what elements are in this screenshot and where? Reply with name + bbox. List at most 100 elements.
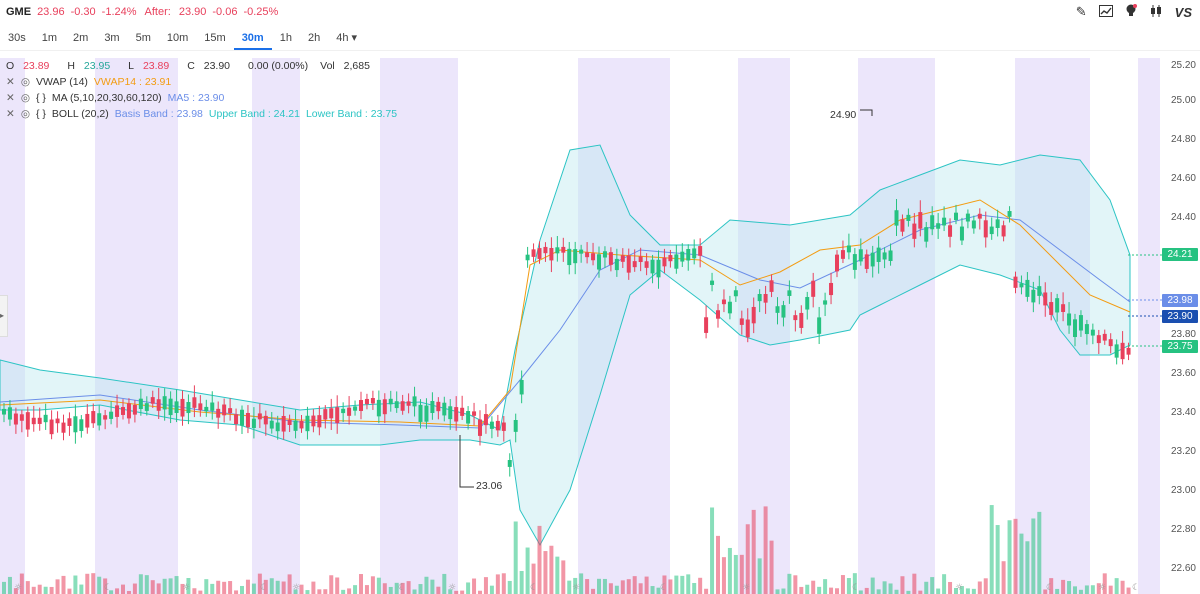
candle-body: [1031, 289, 1036, 303]
eye-icon[interactable]: ◎: [20, 92, 30, 104]
volume-bar: [924, 581, 929, 594]
eye-icon[interactable]: ◎: [20, 76, 30, 88]
volume-bar: [620, 580, 625, 594]
volume-bar: [668, 579, 673, 594]
volume-bar: [1049, 578, 1054, 594]
tab-timeframe-10m[interactable]: 10m: [166, 32, 189, 44]
candle-body: [275, 422, 280, 432]
volume-label: Vol: [320, 60, 335, 72]
candle-body: [1108, 339, 1113, 347]
candle-body: [49, 419, 54, 435]
volume-bar: [942, 574, 947, 594]
volume-bar: [323, 589, 328, 594]
moon-icon: ☾: [104, 583, 112, 593]
tab-timeframe-3m[interactable]: 3m: [104, 32, 120, 44]
volume-bar: [85, 573, 90, 594]
candle-body: [1120, 342, 1125, 360]
candle-body: [959, 226, 964, 241]
volume-bar: [971, 588, 976, 594]
moon-icon: ☾: [398, 583, 406, 593]
candle-body: [626, 255, 631, 273]
volume-bar: [37, 584, 42, 594]
candle-body: [341, 408, 346, 414]
volume-bar: [930, 577, 935, 594]
indicator-row-ma: ✕ ◎ { } MA (5,10,20,30,60,120) MA5 : 23.…: [6, 90, 397, 106]
indicator-name[interactable]: MA (5,10,20,30,60,120): [51, 92, 162, 104]
close-icon[interactable]: ✕: [6, 108, 15, 120]
session-band: [380, 58, 458, 594]
candle-body: [73, 416, 78, 433]
candle-body: [817, 317, 822, 334]
candle-body: [811, 280, 816, 297]
volume-bar: [835, 588, 839, 594]
high-value: 23.95: [83, 60, 111, 72]
close-value: 23.90: [203, 60, 231, 72]
candlestick-chart[interactable]: ☼ ☾ ☼ ☾ ☼ ☾ ☼ ☾ ☼ ☾ ☼ ☾ ☼ ☾ ☼ ☾: [0, 50, 1200, 594]
volume-bar: [156, 583, 161, 594]
low-annotation: 23.06: [476, 480, 503, 492]
candle-body: [138, 398, 143, 410]
candle-body: [394, 401, 399, 409]
candle-body: [686, 249, 691, 261]
lower-band-tag: 23.75: [1162, 340, 1198, 353]
candle-body: [942, 217, 947, 226]
volume-bar: [656, 587, 661, 594]
candle-body: [216, 408, 221, 418]
tab-timeframe-4h[interactable]: 4h ▾: [336, 32, 358, 44]
close-label: C: [187, 60, 195, 72]
pencil-icon[interactable]: ✎: [1075, 4, 1087, 19]
tab-timeframe-5m[interactable]: 5m: [135, 32, 151, 44]
tab-timeframe-15m[interactable]: 15m: [204, 32, 226, 44]
candle-body: [347, 407, 352, 416]
volume-bar: [1037, 511, 1042, 594]
trend-icon[interactable]: [1098, 4, 1113, 20]
candle-body: [2, 408, 6, 415]
lightbulb-icon[interactable]: [1125, 3, 1137, 21]
last-price: 23.96: [37, 6, 65, 18]
tab-timeframe-1h[interactable]: 1h: [279, 32, 292, 44]
candle-body: [906, 214, 911, 221]
volume-bar: [305, 590, 310, 594]
after-hours-price: 23.90: [178, 6, 207, 18]
indicator-name[interactable]: VWAP (14): [35, 76, 88, 88]
volume-bar: [900, 576, 905, 594]
volume-bar: [507, 580, 512, 594]
candle-body: [442, 402, 447, 416]
session-band: [578, 58, 670, 594]
candle-body: [430, 400, 435, 414]
indicator-name[interactable]: BOLL (20,2): [51, 108, 109, 120]
candle-body: [716, 310, 720, 319]
volume-bar: [567, 580, 572, 594]
volume-bar: [1043, 589, 1048, 594]
eye-icon[interactable]: ◎: [20, 108, 30, 120]
volume-value: 2,685: [343, 60, 370, 72]
candle-body: [406, 401, 411, 406]
volume-bar: [1061, 579, 1066, 594]
candle-body: [900, 219, 905, 232]
braces-icon[interactable]: { }: [35, 92, 46, 104]
tab-timeframe-30m[interactable]: 30m: [233, 26, 272, 50]
candle-body: [733, 290, 738, 297]
tab-timeframe-2h[interactable]: 2h: [307, 32, 321, 44]
candle-body: [472, 411, 477, 416]
close-icon[interactable]: ✕: [6, 76, 15, 88]
close-icon[interactable]: ✕: [6, 92, 15, 104]
candles-icon[interactable]: [1149, 4, 1163, 21]
candle-body: [662, 257, 667, 267]
volume-bar: [602, 578, 607, 594]
candle-body: [466, 411, 471, 424]
volume-bar: [739, 554, 744, 594]
tab-timeframe-2m[interactable]: 2m: [73, 32, 89, 44]
collapse-handle[interactable]: ▸: [0, 295, 8, 337]
vs-icon[interactable]: VS: [1174, 4, 1192, 20]
tab-timeframe-1m[interactable]: 1m: [41, 32, 58, 44]
volume-bar: [769, 540, 774, 594]
braces-icon[interactable]: { }: [35, 108, 46, 120]
volume-bar: [341, 589, 346, 594]
candle-body: [25, 412, 30, 430]
candle-body: [513, 420, 518, 432]
volume-bar: [823, 579, 828, 594]
volume-bar: [180, 583, 185, 594]
tab-timeframe-30s[interactable]: 30s: [8, 32, 26, 44]
candle-body: [126, 403, 131, 419]
